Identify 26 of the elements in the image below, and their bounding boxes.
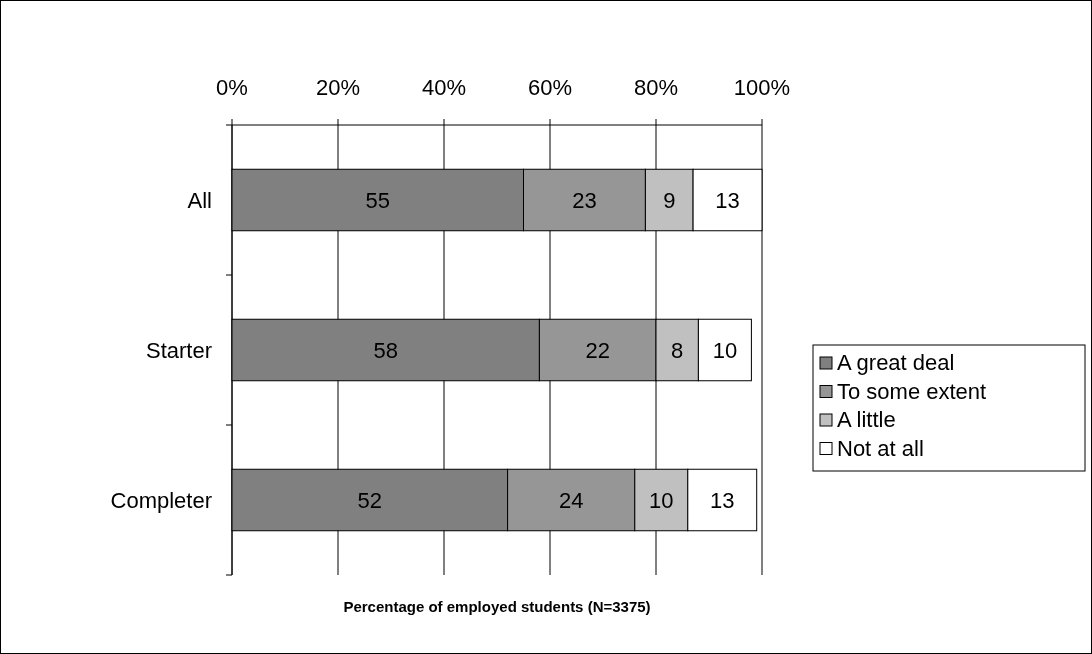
data-label: 23 <box>572 188 597 213</box>
y-tick-label: Starter <box>145 338 212 363</box>
x-axis-title: Percentage of employed students (N=3375) <box>343 598 651 615</box>
legend-label: A great deal <box>837 350 955 375</box>
data-label: 10 <box>712 338 738 363</box>
data-label: 9 <box>663 188 676 213</box>
data-label: 10 <box>649 488 674 513</box>
data-label: 22 <box>585 338 610 363</box>
data-label: 8 <box>671 338 684 363</box>
x-tick-label: 60% <box>527 75 573 100</box>
x-tick-label: 80% <box>633 75 679 100</box>
legend-label: A little <box>837 407 896 432</box>
x-tick-label: 40% <box>421 75 467 100</box>
data-label: 13 <box>715 188 740 213</box>
x-tick-label: 0% <box>216 75 248 100</box>
data-label: 58 <box>373 338 398 363</box>
y-tick-label: Completer <box>110 488 212 513</box>
x-tick-label: 20% <box>315 75 361 100</box>
legend-label: To some extent <box>837 378 987 404</box>
data-label: 55 <box>365 188 390 213</box>
data-label: 13 <box>710 488 735 513</box>
x-tick-label: 100% <box>733 75 791 100</box>
legend-label: Not at all <box>837 435 924 461</box>
data-label: 24 <box>558 488 584 513</box>
y-tick-label: All <box>187 188 212 213</box>
data-label: 52 <box>357 488 383 513</box>
